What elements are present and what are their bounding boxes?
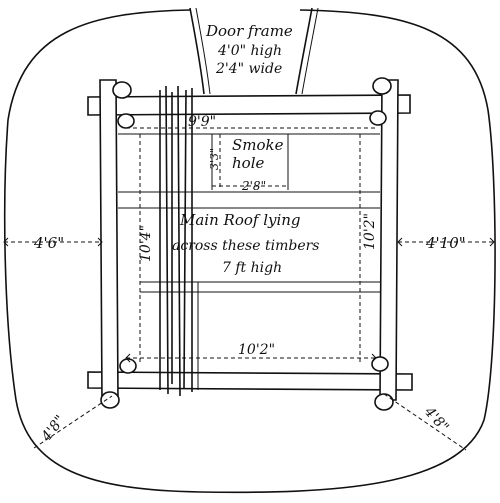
door-post-left [189,7,205,95]
log-end-top-right [372,77,392,95]
arrow-bottom-width [125,353,377,363]
label-corner-br: 4'8" [420,403,451,435]
log-end-bottom-left-2 [100,391,120,409]
label-door-frame: Door frame [205,22,293,40]
door-post-left-inner [195,7,211,95]
dim-corner-bl [33,395,113,449]
label-top-dimension: 9'9" [188,114,216,130]
dim-corner-br [383,393,467,451]
log-end-bottom-left [119,358,137,374]
label-roof-2: across these timbers [172,238,319,254]
roof-pole-bundle [159,85,199,397]
door-post-right [295,7,313,95]
label-smoke-depth: 3'3" [208,148,221,170]
bottom-timber [87,371,413,391]
label-smoke: Smoke [232,136,284,154]
label-smoke-width: 2'8" [241,179,266,193]
outer-wall-outline [3,9,496,494]
arrow-left-gap [3,237,103,247]
label-right-gap: 4'10" [425,234,466,252]
label-door-width: 2'4" wide [215,61,282,77]
right-post [379,79,399,401]
label-hole: hole [232,154,264,172]
label-right-height: 10'2" [362,213,378,250]
label-corner-bl: 4'8" [38,412,69,445]
label-left-gap: 4'6" [33,234,64,252]
log-end-bottom-right [371,356,389,372]
log-end-top-left-2 [117,113,135,129]
label-bottom-width: 10'2" [238,342,275,358]
label-door-height: 4'0" high [217,43,282,59]
log-end-bottom-right-2 [374,393,394,411]
label-left-height: 10'4" [138,225,154,262]
top-timber [87,94,411,116]
log-end-top-right-2 [369,110,387,126]
left-post [99,79,119,401]
label-roof-3: 7 ft high [222,260,282,276]
door-post-right-inner [301,7,319,95]
label-roof-1: Main Roof lying [179,211,301,229]
log-end-top-left [112,81,132,99]
arrow-right-gap [397,237,495,247]
